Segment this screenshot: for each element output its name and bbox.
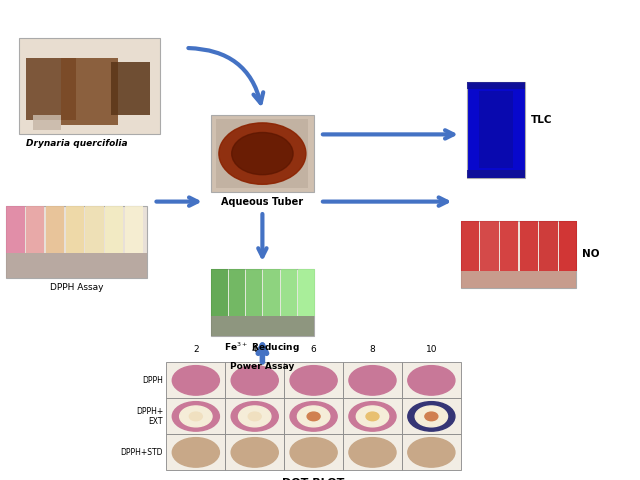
Bar [264,269,280,316]
Text: DPPH+STD: DPPH+STD [121,448,163,457]
Bar [281,269,297,316]
Ellipse shape [231,402,278,431]
Bar [461,221,576,288]
Text: Power Assay: Power Assay [230,362,294,372]
Bar [467,170,525,178]
Ellipse shape [290,366,337,395]
Ellipse shape [425,412,438,420]
Text: 6: 6 [311,345,316,354]
Bar [6,206,25,253]
Bar [467,82,525,89]
Text: 2: 2 [193,345,198,354]
Ellipse shape [356,406,388,427]
Bar [467,82,525,178]
Text: 4: 4 [252,345,257,354]
Ellipse shape [290,438,337,467]
Ellipse shape [239,406,271,427]
Bar [111,62,150,115]
Bar [481,221,499,271]
Bar [559,221,577,271]
Text: DPPH+
EXT: DPPH+ EXT [136,407,163,426]
Ellipse shape [219,123,306,184]
Bar [461,221,479,271]
Text: DOT BLOT: DOT BLOT [282,478,345,480]
Ellipse shape [349,402,396,431]
Bar [19,38,160,134]
Bar [284,398,343,434]
Bar [211,269,228,316]
Ellipse shape [415,406,447,427]
Ellipse shape [172,402,220,431]
Bar [211,115,314,192]
Bar [343,434,402,470]
Bar [26,206,44,253]
Bar [211,269,314,336]
Ellipse shape [307,412,320,420]
Bar [216,119,308,188]
Bar [6,206,147,278]
Text: TLC: TLC [531,115,553,125]
Ellipse shape [408,438,455,467]
Bar [85,206,104,253]
Ellipse shape [189,412,202,420]
Bar [166,434,225,470]
Text: DPPH: DPPH [142,376,163,385]
Bar [166,398,225,434]
Bar [246,269,262,316]
Ellipse shape [232,132,293,175]
Bar [65,206,84,253]
Ellipse shape [349,366,396,395]
Text: 10: 10 [426,345,437,354]
Bar [298,269,315,316]
Ellipse shape [172,438,220,467]
Bar [166,362,225,398]
Bar [26,58,76,120]
Bar [46,206,64,253]
Ellipse shape [172,366,220,395]
Bar [105,206,124,253]
Text: Drynaria quercifolia: Drynaria quercifolia [26,139,127,148]
Bar [211,316,314,336]
Bar [402,398,461,434]
Ellipse shape [298,406,330,427]
Bar [284,362,343,398]
Bar [343,362,402,398]
Text: DPPH Assay: DPPH Assay [50,283,104,292]
Bar [520,221,538,271]
Ellipse shape [231,366,278,395]
Bar [6,253,147,278]
Bar [125,206,143,253]
Bar [284,434,343,470]
Bar [225,398,284,434]
Bar [402,434,461,470]
Bar [225,362,284,398]
Bar [479,91,513,168]
Ellipse shape [408,366,455,395]
Ellipse shape [180,406,212,427]
Ellipse shape [248,412,261,420]
Bar [461,271,576,288]
Text: 8: 8 [370,345,375,354]
Text: Fe$^{3+}$ Reducing: Fe$^{3+}$ Reducing [225,341,300,355]
Bar [539,221,557,271]
Ellipse shape [366,412,379,420]
Bar [61,58,118,125]
Text: Aqueous Tuber: Aqueous Tuber [221,197,303,207]
Ellipse shape [290,402,337,431]
Bar [225,434,284,470]
Bar [402,362,461,398]
Bar [500,221,518,271]
Ellipse shape [408,402,455,431]
Bar [33,115,61,130]
Bar [228,269,245,316]
Ellipse shape [231,438,278,467]
Text: NO: NO [582,250,600,259]
Ellipse shape [349,438,396,467]
Bar [343,398,402,434]
